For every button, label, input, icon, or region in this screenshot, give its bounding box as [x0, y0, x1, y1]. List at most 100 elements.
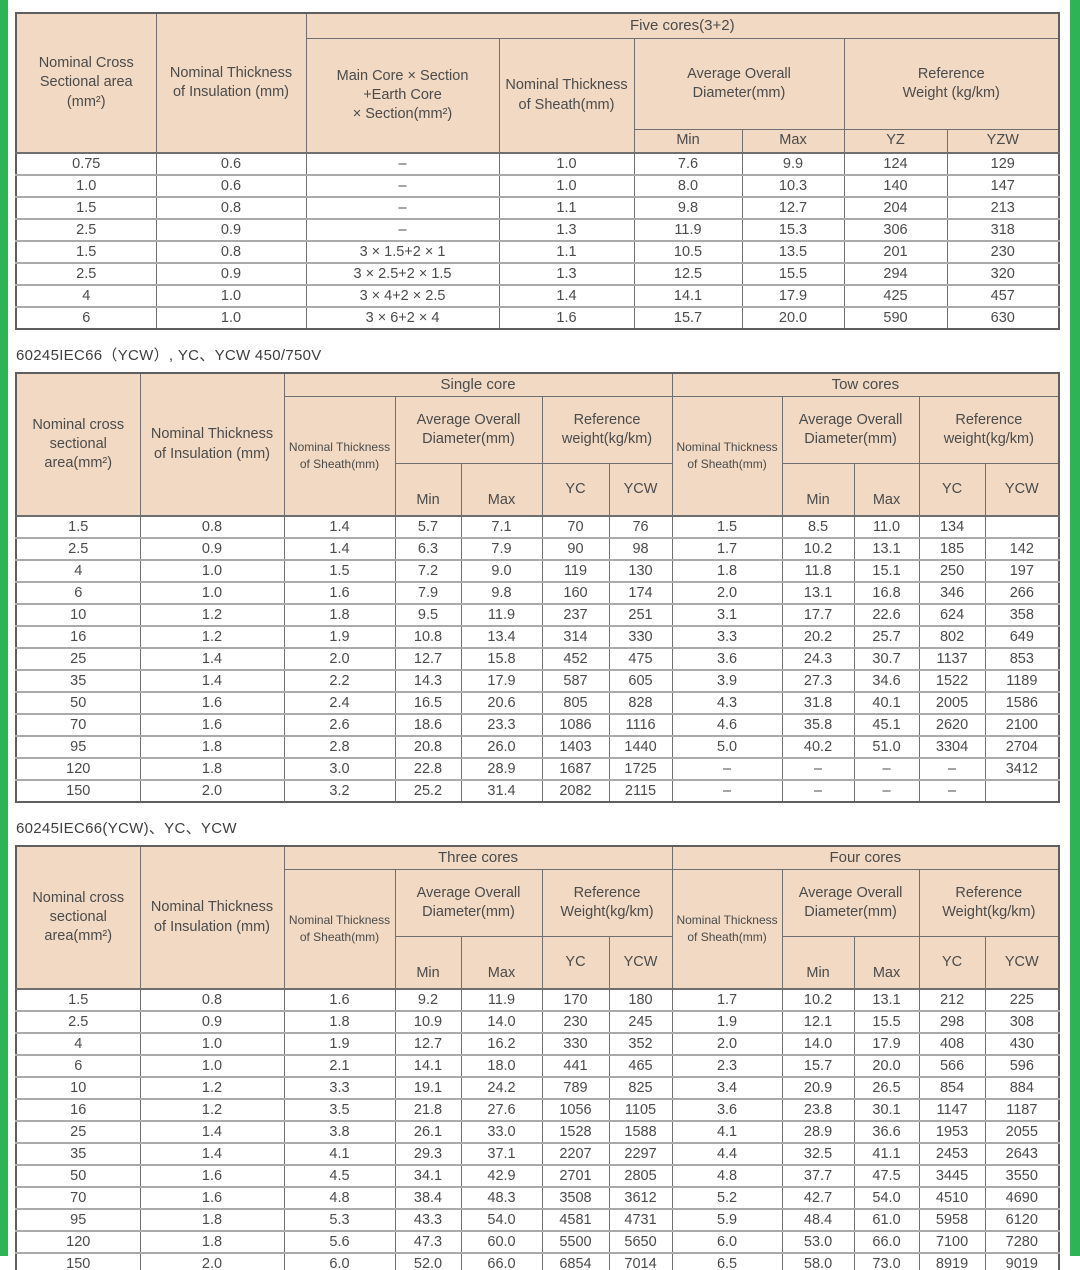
table-cell: 3.0	[283, 757, 396, 780]
table-cell: 2701	[541, 1164, 610, 1187]
col-header-nominal-cross-sectional-area: Nominal Cross Sectional area (mm²)	[15, 12, 157, 154]
table-cell: 1.5	[15, 515, 141, 538]
table-cell: 47.3	[394, 1230, 462, 1253]
col-header-reference-weight: Reference Weight(kg/km)	[541, 869, 673, 937]
table-cell: 10.9	[394, 1010, 462, 1033]
single-tow-cores-table: Nominal cross sectional area(mm²) Nomina…	[15, 372, 1061, 803]
col-header-average-overall-diameter: Average Overall Diameter(mm)	[633, 38, 845, 130]
table-cell: 10.8	[394, 625, 462, 648]
table-cell: 3550	[984, 1164, 1060, 1187]
three-four-cores-table: Nominal cross sectional area(mm²) Nomina…	[15, 845, 1061, 1270]
table-cell: 5958	[918, 1208, 986, 1231]
table-row: 4 1.0 1.5 7.2 9.0 119 130 1.8 11.8 15.1 250 197	[15, 559, 1060, 582]
table-cell: 119	[541, 559, 610, 582]
table-cell: 19.1	[394, 1076, 462, 1099]
table-cell: 4690	[984, 1186, 1060, 1209]
table-cell: 294	[843, 262, 948, 285]
col-header-reference-weight: Reference weight(kg/km)	[918, 396, 1060, 464]
col-header-insulation-thickness: Nominal Thickness of Insulation (mm)	[155, 12, 307, 154]
table-cell: 0.8	[155, 240, 307, 263]
table-cell: 805	[541, 691, 610, 714]
table-cell: 54.0	[853, 1186, 920, 1209]
table-cell: 306	[843, 218, 948, 241]
table-cell: 12.1	[781, 1010, 855, 1033]
table-cell: 31.8	[781, 691, 855, 714]
table-cell: 142	[984, 537, 1060, 560]
table-cell: 1.6	[283, 581, 396, 604]
col-header-yz: YZ	[843, 129, 948, 154]
table-cell: 25.2	[394, 779, 462, 802]
table-cell: 43.3	[394, 1208, 462, 1231]
table-cell: 1189	[984, 669, 1060, 692]
table-cell: 37.7	[781, 1164, 855, 1187]
five-cores-table-body: 0.75 0.6–1.0 7.6 9.9 124 129 1.0 0.6–1.0 8.0 10.3…	[15, 152, 1060, 329]
table-cell: 31.4	[460, 779, 543, 802]
table-row: 10 1.2 1.8 9.5 11.9 237 251 3.1 17.7 22.6 624 358	[15, 603, 1060, 626]
group-header-three-cores: Three cores	[283, 845, 673, 870]
table-cell: –	[781, 779, 855, 802]
table-cell: 147	[946, 174, 1060, 197]
table-cell: 10	[15, 603, 141, 626]
table-cell: 352	[608, 1032, 673, 1055]
table-cell: –	[853, 757, 920, 780]
table-cell: 3.6	[671, 647, 783, 670]
table-cell: –	[671, 779, 783, 802]
table-cell: 17.9	[741, 284, 845, 307]
table-cell: 408	[918, 1032, 986, 1055]
group-header-single-core: Single core	[283, 372, 673, 397]
table-cell: 587	[541, 669, 610, 692]
table-cell: 1116	[608, 713, 673, 736]
table-cell: 0.8	[155, 196, 307, 219]
table-cell: 1137	[918, 647, 986, 670]
table-row: 1.5 0.8 1.4 5.7 7.1 70 76 1.5 8.5 11.0 134	[15, 515, 1060, 538]
table-cell: 8.0	[633, 174, 743, 197]
table-cell: 9.0	[460, 559, 543, 582]
table-row: 70 1.6 4.8 38.4 48.3 3508 3612 5.2 42.7 54.0 4510 4…	[15, 1186, 1060, 1209]
table-cell: 1.8	[139, 735, 285, 758]
table-cell: 11.9	[460, 603, 543, 626]
table-row: 10 1.2 3.3 19.1 24.2 789 825 3.4 20.9 26.5 854 884	[15, 1076, 1060, 1099]
table-cell: 15.7	[781, 1054, 855, 1077]
table-cell: 25	[15, 1120, 141, 1143]
table-cell: 298	[918, 1010, 986, 1033]
table-cell: 14.0	[460, 1010, 543, 1033]
table-cell: 1.0	[139, 1032, 285, 1055]
table-cell: –	[918, 757, 986, 780]
table-cell: 1.4	[283, 537, 396, 560]
table-cell: 330	[608, 625, 673, 648]
table-cell: 1.2	[139, 625, 285, 648]
table-cell	[984, 779, 1060, 802]
table-row: 120 1.8 3.0 22.8 28.9 1687 1725– – – –3412	[15, 757, 1060, 780]
table-cell: 25	[15, 647, 141, 670]
table-cell: 566	[918, 1054, 986, 1077]
table-cell: 16.5	[394, 691, 462, 714]
table-cell: 11.0	[853, 515, 920, 538]
table-cell: 134	[918, 515, 986, 538]
table-row: 150 2.0 3.2 25.2 31.4 2082 2115– – – –	[15, 779, 1060, 802]
table-cell: 10.2	[781, 537, 855, 560]
table-row: 2.5 0.9 1.8 10.9 14.0 230 245 1.9 12.1 15.5 298 308	[15, 1010, 1060, 1033]
table-cell: 2.0	[139, 779, 285, 802]
table-cell: 2.5	[15, 1010, 141, 1033]
table-cell: 1.5	[15, 988, 141, 1011]
table-cell: 15.5	[853, 1010, 920, 1033]
table-cell: 47.5	[853, 1164, 920, 1187]
table-cell: 3445	[918, 1164, 986, 1187]
col-header-insulation-thickness: Nominal Thickness of Insulation (mm)	[139, 845, 285, 990]
table-cell: 5500	[541, 1230, 610, 1253]
table-cell: 204	[843, 196, 948, 219]
table-cell: 6.3	[394, 537, 462, 560]
table-cell: 1.6	[139, 1164, 285, 1187]
table-cell: 4.3	[671, 691, 783, 714]
table-cell: 430	[984, 1032, 1060, 1055]
table-cell: 4581	[541, 1208, 610, 1231]
table-cell: 2082	[541, 779, 610, 802]
col-header-nominal-cross-sectional-area: Nominal cross sectional area(mm²)	[15, 845, 141, 990]
table-cell: 1522	[918, 669, 986, 692]
table-cell: 20.0	[853, 1054, 920, 1077]
table-cell: 7.9	[460, 537, 543, 560]
table-cell: 11.8	[781, 559, 855, 582]
table-cell: 11.9	[633, 218, 743, 241]
table-cell: 330	[541, 1032, 610, 1055]
